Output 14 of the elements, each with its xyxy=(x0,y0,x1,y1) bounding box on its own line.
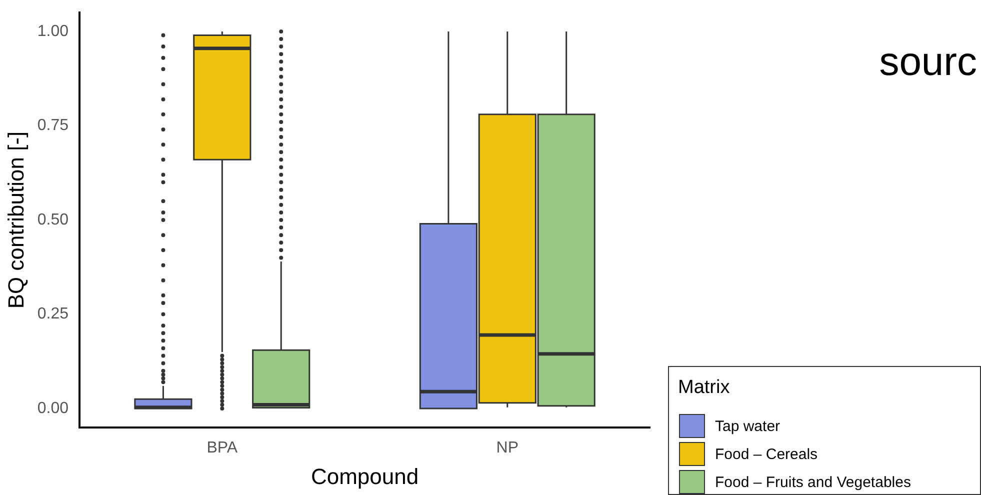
y-axis-title: BQ contribution [-] xyxy=(3,131,28,309)
x-tick-label: NP xyxy=(496,439,518,456)
y-tick-label: 0.50 xyxy=(37,211,69,228)
y-tick-label: 0.00 xyxy=(37,400,69,417)
y-tick-label: 0.25 xyxy=(37,306,69,323)
x-axis-title: Compound xyxy=(310,464,419,489)
legend-label: Food – Fruits and Vegetables xyxy=(715,474,911,492)
legend-title: Matrix xyxy=(678,377,730,398)
legend-label: Food – Cereals xyxy=(715,446,818,464)
y-tick-label: 0.75 xyxy=(37,117,69,134)
legend-label: Tap water xyxy=(715,418,780,436)
y-tick-label: 1.00 xyxy=(37,22,69,40)
text: sourc xyxy=(879,40,977,85)
x-tick-label: BPA xyxy=(206,439,238,456)
